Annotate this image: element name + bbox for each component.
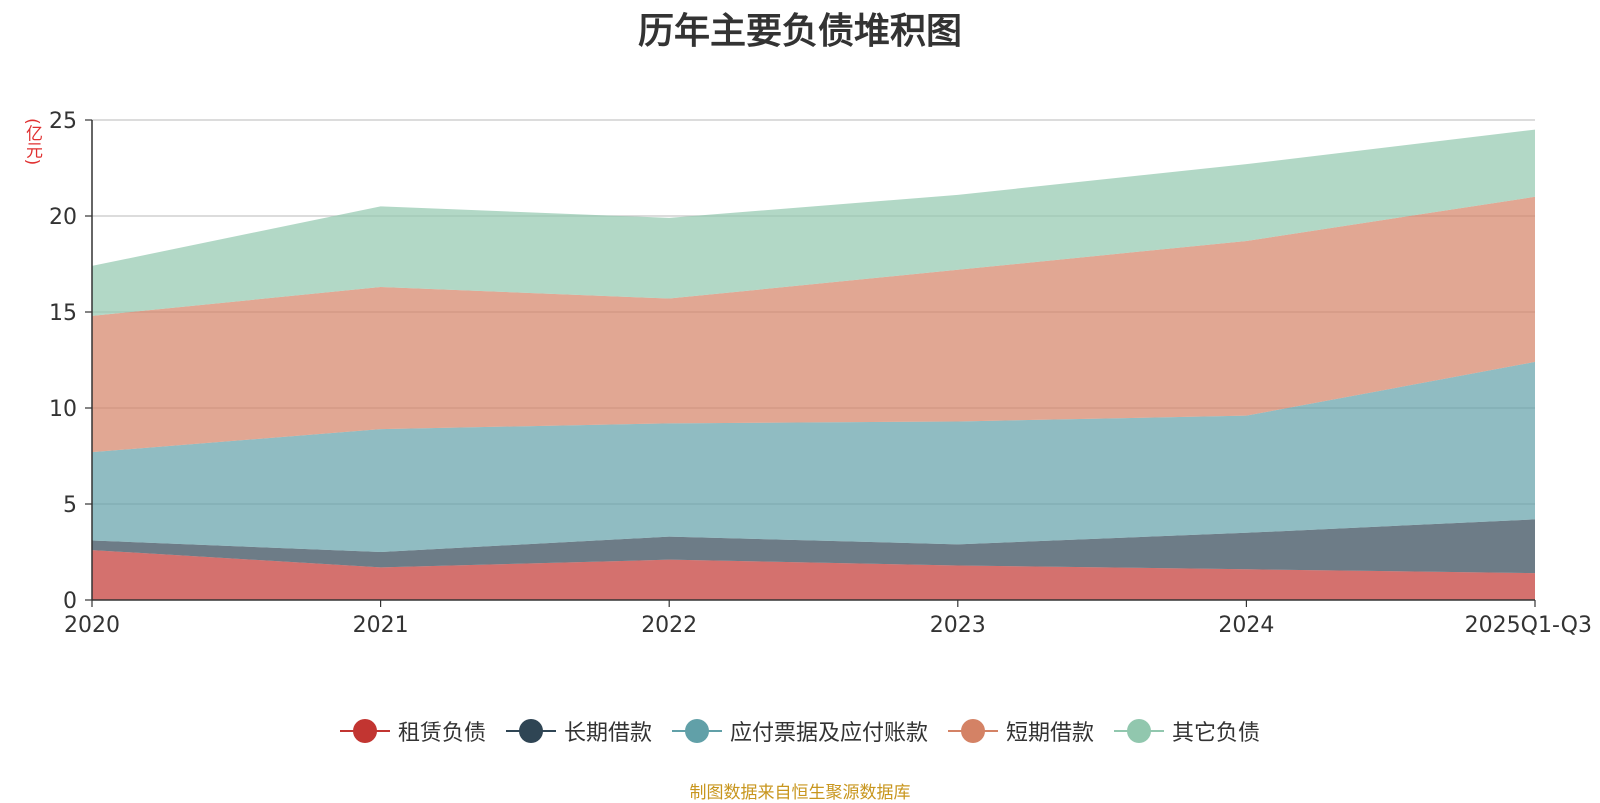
y-tick-label: 15 [49,301,77,326]
legend-label: 租赁负债 [397,721,486,746]
legend-label: 应付票据及应付账款 [729,721,928,746]
x-tick-label: 2024 [1218,613,1274,638]
legend: 租赁负债 长期借款 应付票据及应付账款 短期借款 其它负债 [0,715,1600,747]
area-series-其它负债 [92,129,1535,316]
y-tick-label: 10 [49,397,77,422]
y-tick-label: 5 [63,493,77,518]
legend-marker-icon [671,718,722,744]
legend-marker-icon [948,718,998,744]
area-series-长期借款 [92,519,1535,574]
legend-item[interactable]: 应付票据及应付账款 [671,715,928,747]
legend-item[interactable]: 租赁负债 [339,715,486,747]
x-tick-label: 2023 [930,613,986,638]
axes: 0 5 10 15 20 25 2020 2021 2022 2023 2024 2025Q1-Q3 [49,109,1592,638]
x-tick-label: 2025Q1-Q3 [1465,613,1592,638]
y-tick-label: 20 [49,205,77,230]
chart-title: 历年主要负债堆积图 [637,11,962,52]
legend-label: 短期借款 [1006,721,1095,746]
legend-item[interactable]: 长期借款 [505,715,652,747]
x-tick-label: 2022 [641,613,697,638]
legend-item[interactable]: 短期借款 [948,715,1094,747]
source-note: 制图数据来自恒生聚源数据库 [689,783,911,803]
legend-label: 长期借款 [563,721,652,746]
x-tick-label: 2021 [353,613,409,638]
area-series-短期借款 [92,196,1535,453]
y-tick-label: 0 [63,589,77,614]
legend-item[interactable]: 其它负债 [1114,715,1260,747]
legend-marker-icon [1114,718,1165,744]
y-tick-label: 25 [49,109,77,134]
stacked-areas [92,129,1535,600]
y-axis-unit-label: (亿元) [22,118,42,166]
legend-marker-icon [505,718,556,744]
area-series-租赁负债 [92,550,1535,600]
legend-label: 其它负债 [1172,721,1261,746]
x-tick-label: 2020 [64,613,120,638]
legend-marker-icon [339,718,390,744]
area-series-应付票据及应付账款 [92,361,1535,552]
